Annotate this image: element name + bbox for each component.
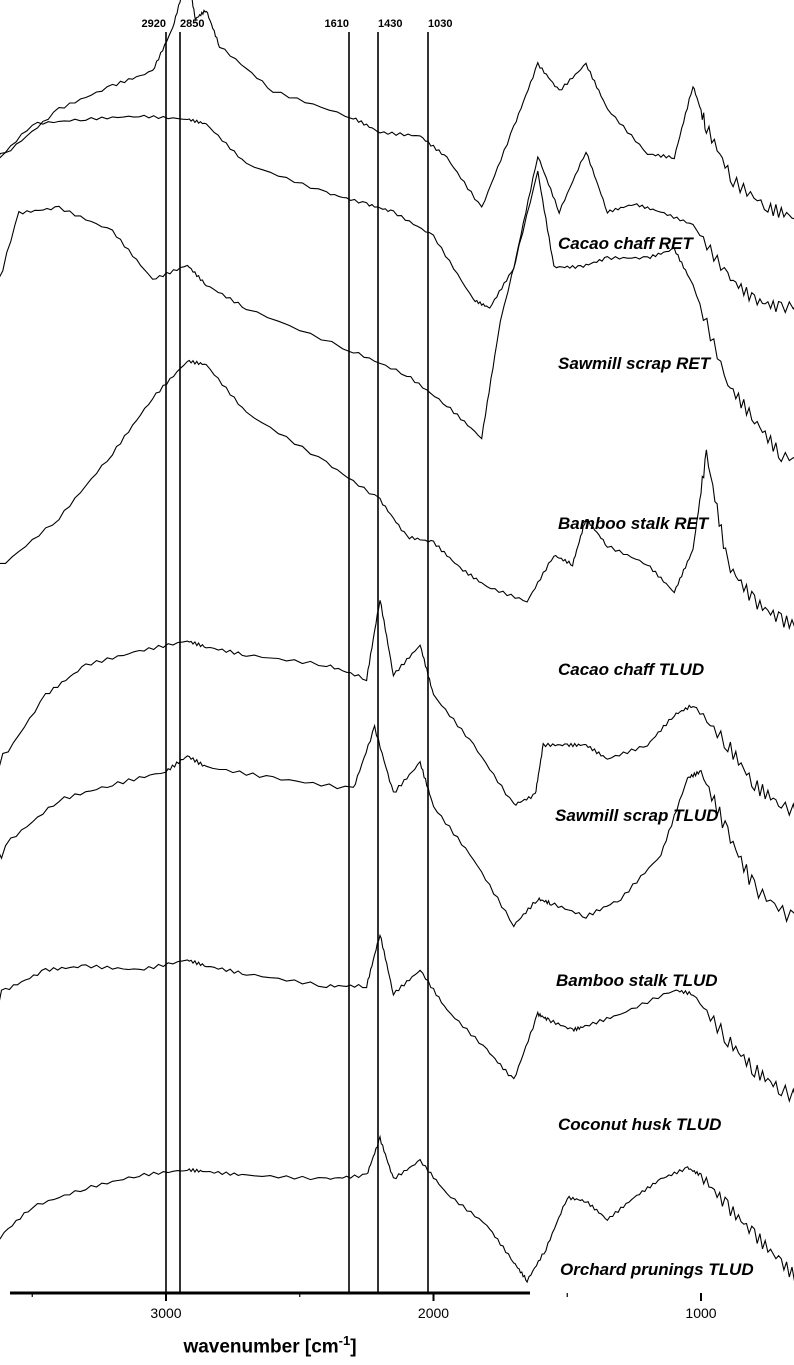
series-label-orchard-prunings-tlud: Orchard prunings TLUD (560, 1260, 754, 1279)
x-axis-label-text: wavenumber [cm (183, 1336, 339, 1358)
x-axis: 4000300020001000 (10, 1291, 717, 1321)
x-axis-label-close: ] (350, 1336, 357, 1358)
reference-label-2920: 2920 (142, 18, 166, 30)
series-line-bamboo-stalk-ret (0, 170, 794, 463)
series-line-orchard-prunings-tlud (0, 1134, 794, 1284)
x-tick-label-3000: 3000 (150, 1305, 181, 1321)
series-line-cacao-chaff-tlud (0, 359, 794, 631)
series-line-coconut-husk-tlud (0, 933, 794, 1103)
x-tick-label-2000: 2000 (418, 1305, 449, 1321)
x-axis-label: wavenumber [cm-1] (0, 1333, 540, 1358)
series-line-cacao-chaff-ret (0, 0, 794, 220)
reference-label-2850: 2850 (180, 18, 204, 30)
x-tick-label-1000: 1000 (685, 1305, 716, 1321)
series-line-sawmill-scrap-tlud (0, 600, 794, 817)
series-line-sawmill-scrap-ret (0, 114, 794, 315)
series-label-sawmill-scrap-ret: Sawmill scrap RET (558, 354, 711, 373)
series-label-bamboo-stalk-ret: Bamboo stalk RET (558, 514, 709, 533)
x-axis-label-superscript: -1 (338, 1333, 351, 1348)
spectra-group (0, 0, 794, 1284)
reference-label-1610: 1610 (325, 18, 349, 30)
series-label-cacao-chaff-ret: Cacao chaff RET (558, 234, 693, 253)
reference-label-1030: 1030 (428, 18, 452, 30)
series-label-bamboo-stalk-tlud: Bamboo stalk TLUD (556, 971, 718, 990)
reference-lines-group: 2920 2850 1610 1430 1030 (142, 18, 452, 1293)
series-label-coconut-husk-tlud: Coconut husk TLUD (558, 1115, 722, 1134)
reference-label-1430: 1430 (378, 18, 402, 30)
series-line-bamboo-stalk-tlud (0, 723, 794, 928)
series-label-cacao-chaff-tlud: Cacao chaff TLUD (558, 660, 705, 679)
series-label-sawmill-scrap-tlud: Sawmill scrap TLUD (555, 806, 719, 825)
